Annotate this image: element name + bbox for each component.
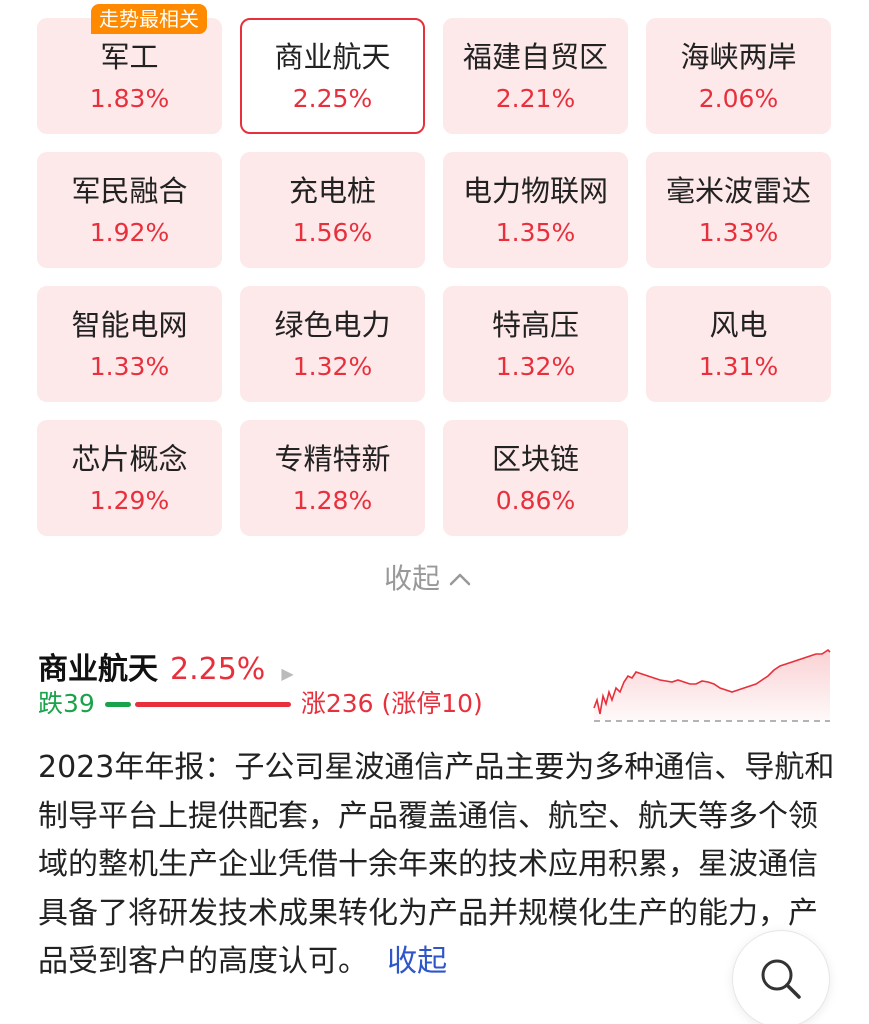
concept-tile[interactable]: 毫米波雷达 1.33% xyxy=(646,152,831,268)
concept-change-pct: 1.83% xyxy=(89,84,170,113)
concept-name: 智能电网 xyxy=(71,308,188,342)
concept-name: 区块链 xyxy=(491,442,579,476)
concept-change-pct: 1.33% xyxy=(89,352,170,381)
sparkline-line xyxy=(593,648,831,715)
concept-grid: 走势最相关军工 1.83% 商业航天 2.25% 福建自贸区 2.21% 海峡两岸 2.06%… xyxy=(37,4,831,536)
concept-change-pct: 2.25% xyxy=(292,84,373,113)
concept-change-pct: 1.92% xyxy=(89,218,170,247)
concept-tile[interactable]: 芯片概念 1.29% xyxy=(37,420,222,536)
collapse-label: 收起 xyxy=(384,562,441,595)
concept-name: 专精特新 xyxy=(274,442,391,476)
breadth-bar xyxy=(104,701,291,707)
detail-pct: 2.25% xyxy=(170,652,266,687)
chevron-up-icon xyxy=(449,573,471,586)
concept-change-pct: 0.86% xyxy=(495,486,576,515)
concept-change-pct: 1.31% xyxy=(698,352,779,381)
rise-bar xyxy=(134,701,291,707)
concept-description: 2023年年报：子公司星波通信产品主要为多种通信、导航和制导平台上提供配套，产品… xyxy=(38,744,838,987)
concept-change-pct: 2.21% xyxy=(495,84,576,113)
concept-name: 风电 xyxy=(709,308,768,342)
concept-tile[interactable]: 专精特新 1.28% xyxy=(240,420,425,536)
intraday-sparkline xyxy=(593,648,831,722)
concept-change-pct: 1.32% xyxy=(292,352,373,381)
concept-name: 电力物联网 xyxy=(462,174,608,208)
concept-name: 绿色电力 xyxy=(274,308,391,342)
rise-count: 涨236 (涨停10) xyxy=(300,689,483,718)
concept-name: 充电桩 xyxy=(288,174,376,208)
concept-name: 军工 xyxy=(100,40,159,74)
concept-change-pct: 1.28% xyxy=(292,486,373,515)
concept-change-pct: 1.33% xyxy=(698,218,779,247)
concept-tile[interactable]: 走势最相关军工 1.83% xyxy=(37,4,222,134)
concept-name: 福建自贸区 xyxy=(462,40,608,74)
fall-count: 跌39 xyxy=(38,689,95,718)
concept-tile[interactable]: 绿色电力 1.32% xyxy=(240,286,425,402)
concept-name: 军民融合 xyxy=(71,174,188,208)
collapse-button[interactable]: 收起 xyxy=(384,559,474,599)
search-fab[interactable] xyxy=(732,930,830,1024)
concept-name: 海峡两岸 xyxy=(680,40,797,74)
concept-name: 特高压 xyxy=(491,308,579,342)
concept-tile[interactable]: 风电 1.31% xyxy=(646,286,831,402)
concept-tile[interactable]: 特高压 1.32% xyxy=(443,286,628,402)
concept-name: 芯片概念 xyxy=(71,442,188,476)
concept-change-pct: 2.06% xyxy=(698,84,779,113)
detail-header[interactable]: 商业航天 2.25% ▶ xyxy=(38,644,294,688)
concept-tile[interactable]: 海峡两岸 2.06% xyxy=(646,18,831,134)
concept-change-pct: 1.56% xyxy=(292,218,373,247)
concept-name: 商业航天 xyxy=(274,40,391,74)
most-correlated-badge: 走势最相关 xyxy=(91,4,207,34)
concept-tile[interactable]: 电力物联网 1.35% xyxy=(443,152,628,268)
triangle-right-icon: ▶ xyxy=(281,664,294,683)
description-collapse-link[interactable]: 收起 xyxy=(387,944,448,979)
search-icon xyxy=(761,959,801,999)
concept-tile[interactable]: 充电桩 1.56% xyxy=(240,152,425,268)
description-text: 2023年年报：子公司星波通信产品主要为多种通信、导航和制导平台上提供配套，产品… xyxy=(38,750,835,979)
detail-title: 商业航天 xyxy=(38,652,158,687)
sparkline-area xyxy=(594,650,830,720)
concept-tile[interactable]: 智能电网 1.33% xyxy=(37,286,222,402)
fall-bar xyxy=(104,701,131,707)
concept-tile[interactable]: 商业航天 2.25% xyxy=(240,18,425,134)
rise-fall-breadth: 跌39 涨236 (涨停10) xyxy=(38,686,483,722)
concept-change-pct: 1.32% xyxy=(495,352,576,381)
concept-name: 毫米波雷达 xyxy=(665,174,811,208)
concept-change-pct: 1.29% xyxy=(89,486,170,515)
concept-tile[interactable]: 区块链 0.86% xyxy=(443,420,628,536)
concept-tile[interactable]: 军民融合 1.92% xyxy=(37,152,222,268)
concept-change-pct: 1.35% xyxy=(495,218,576,247)
concept-tile[interactable]: 福建自贸区 2.21% xyxy=(443,18,628,134)
